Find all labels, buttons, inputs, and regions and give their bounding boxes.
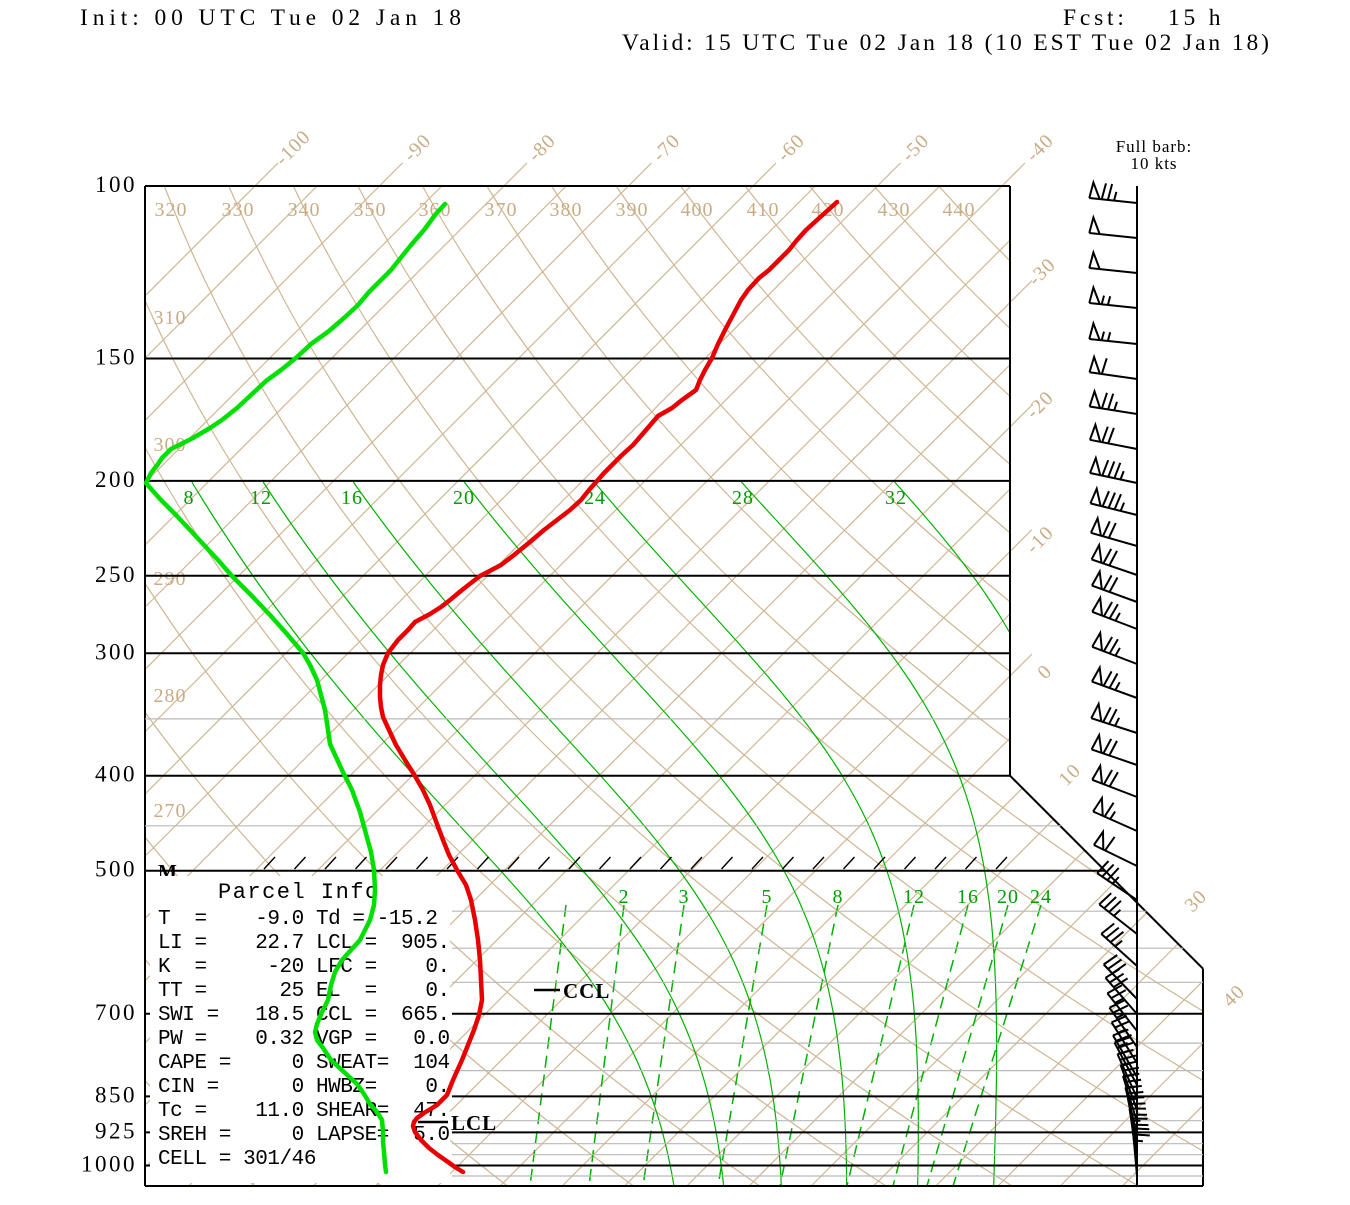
svg-text:700: 700 [95,1000,137,1025]
svg-text:PW = 0.32 VGP = 0.0: PW = 0.32 VGP = 0.0 [158,1028,450,1051]
svg-text:8: 8 [184,487,195,509]
svg-text:100: 100 [95,172,137,197]
svg-text:12: 12 [903,886,925,908]
svg-text:310: 310 [154,307,187,329]
svg-text:28: 28 [732,487,754,509]
svg-text:Fcst:: Fcst: [1063,5,1128,31]
svg-text:320: 320 [155,199,188,221]
svg-text:15 h: 15 h [1168,5,1224,31]
svg-text:Tc = 11.0 SHEAR= 47.: Tc = 11.0 SHEAR= 47. [158,1100,450,1123]
svg-text:250: 250 [95,562,137,587]
svg-text:290: 290 [154,568,187,590]
svg-text:10 kts: 10 kts [1130,154,1177,173]
svg-text:CCL: CCL [563,979,610,1003]
svg-text:370: 370 [485,199,518,221]
svg-text:200: 200 [95,467,137,492]
svg-text:500: 500 [95,857,137,882]
svg-text:SWI = 18.5 CCL = 665.: SWI = 18.5 CCL = 665. [158,1004,450,1027]
svg-text:CAPE = 0 SWEAT= 104: CAPE = 0 SWEAT= 104 [158,1052,450,1075]
svg-text:330: 330 [222,199,255,221]
svg-text:Init: 00 UTC Tue 02 Jan 18: Init: 00 UTC Tue 02 Jan 18 [80,5,466,31]
svg-text:16: 16 [957,886,979,908]
svg-text:150: 150 [95,345,137,370]
svg-text:400: 400 [681,199,714,221]
svg-text:2: 2 [619,886,630,908]
svg-text:270: 270 [154,800,187,822]
svg-text:20: 20 [997,886,1019,908]
svg-text:Valid: 15 UTC Tue 02 Jan 18 (1: Valid: 15 UTC Tue 02 Jan 18 (10 EST Tue … [622,30,1272,56]
svg-text:380: 380 [550,199,583,221]
svg-text:400: 400 [95,762,137,787]
svg-text:850: 850 [95,1082,137,1107]
svg-text:1000: 1000 [81,1152,137,1177]
svg-text:410: 410 [747,199,780,221]
svg-text:LCL: LCL [451,1111,497,1135]
svg-text:TT = 25 EL = 0.: TT = 25 EL = 0. [158,980,450,1003]
svg-text:12: 12 [250,487,272,509]
svg-text:T = -9.0 Td = -15.2: T = -9.0 Td = -15.2 [158,908,438,931]
svg-text:8: 8 [833,886,844,908]
svg-text:CIN = 0 HWBZ= 0.: CIN = 0 HWBZ= 0. [158,1076,450,1099]
svg-text:K = -20 LFC = 0.: K = -20 LFC = 0. [158,956,450,979]
svg-text:20: 20 [453,487,475,509]
svg-text:925: 925 [95,1118,137,1143]
svg-text:300: 300 [95,639,137,664]
svg-text:340: 340 [288,199,321,221]
svg-text:390: 390 [616,199,649,221]
svg-text:350: 350 [354,199,387,221]
svg-text:3: 3 [679,886,690,908]
svg-text:24: 24 [1030,886,1052,908]
svg-text:16: 16 [341,487,363,509]
svg-text:280: 280 [154,685,187,707]
svg-text:LI = 22.7 LCL = 905.: LI = 22.7 LCL = 905. [158,932,450,955]
svg-text:5: 5 [762,886,773,908]
svg-text:32: 32 [885,487,907,509]
svg-text:440: 440 [943,199,976,221]
svg-text:CELL = 301/46: CELL = 301/46 [158,1148,316,1171]
svg-text:SREH = 0 LAPSE= 5.0: SREH = 0 LAPSE= 5.0 [158,1124,450,1147]
svg-text:430: 430 [878,199,911,221]
svg-text:Parcel Info: Parcel Info [218,880,380,905]
